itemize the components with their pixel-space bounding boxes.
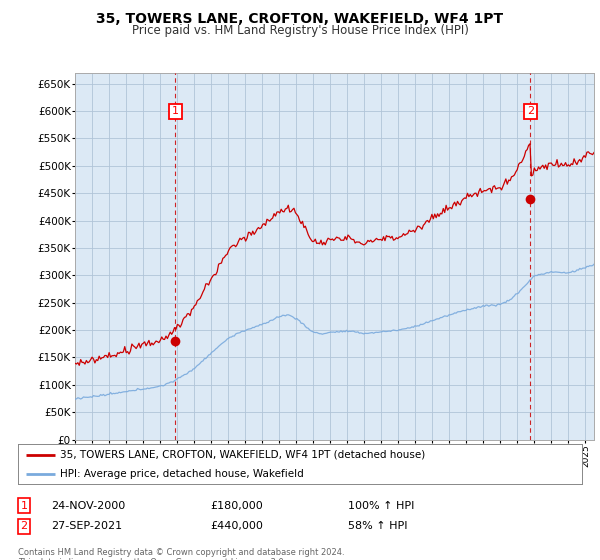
Text: 1: 1 [172, 106, 179, 116]
Text: HPI: Average price, detached house, Wakefield: HPI: Average price, detached house, Wake… [60, 469, 304, 478]
Text: 35, TOWERS LANE, CROFTON, WAKEFIELD, WF4 1PT: 35, TOWERS LANE, CROFTON, WAKEFIELD, WF4… [97, 12, 503, 26]
Text: 35, TOWERS LANE, CROFTON, WAKEFIELD, WF4 1PT (detached house): 35, TOWERS LANE, CROFTON, WAKEFIELD, WF4… [60, 450, 425, 460]
Text: £180,000: £180,000 [210, 501, 263, 511]
Text: 2: 2 [527, 106, 534, 116]
Text: 24-NOV-2000: 24-NOV-2000 [51, 501, 125, 511]
Text: 1: 1 [20, 501, 28, 511]
Text: Price paid vs. HM Land Registry's House Price Index (HPI): Price paid vs. HM Land Registry's House … [131, 24, 469, 37]
Text: 2: 2 [20, 521, 28, 531]
Text: 27-SEP-2021: 27-SEP-2021 [51, 521, 122, 531]
Text: 100% ↑ HPI: 100% ↑ HPI [348, 501, 415, 511]
Text: £440,000: £440,000 [210, 521, 263, 531]
Text: 58% ↑ HPI: 58% ↑ HPI [348, 521, 407, 531]
Text: Contains HM Land Registry data © Crown copyright and database right 2024.
This d: Contains HM Land Registry data © Crown c… [18, 548, 344, 560]
